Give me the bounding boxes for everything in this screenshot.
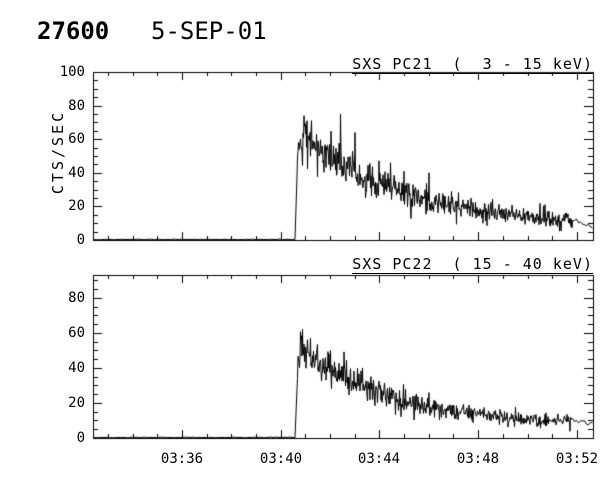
y-tick-label: 40 (68, 360, 85, 376)
y-tick-label: 60 (68, 325, 85, 341)
x-tick-label: 03:40 (259, 451, 303, 467)
x-tick-label: 03:36 (160, 451, 204, 467)
y-tick-label: 20 (68, 198, 85, 214)
plot-title-pc22: SXS PC22 ( 15 - 40 keV) (352, 255, 593, 274)
y-tick-label: 60 (68, 131, 85, 147)
y-tick-label: 80 (68, 98, 85, 114)
y-tick-label: 0 (76, 430, 85, 446)
x-tick-label: 03:44 (357, 451, 401, 467)
y-tick-label: 20 (68, 395, 85, 411)
y-tick-label: 40 (68, 165, 85, 181)
y-tick-label: 80 (68, 290, 85, 306)
plot-title-pc21: SXS PC21 ( 3 - 15 keV) (352, 55, 593, 74)
y-tick-label: 0 (76, 232, 85, 248)
y-axis-label-cts-per-sec: CTS/SEC (49, 109, 67, 195)
y-tick-label: 100 (59, 64, 85, 80)
x-tick-label: 03:48 (456, 451, 500, 467)
header-sequence-number: 27600 (37, 17, 110, 45)
x-tick-label: 03:52 (555, 451, 599, 467)
header-date: 5-SEP-01 (151, 17, 267, 45)
